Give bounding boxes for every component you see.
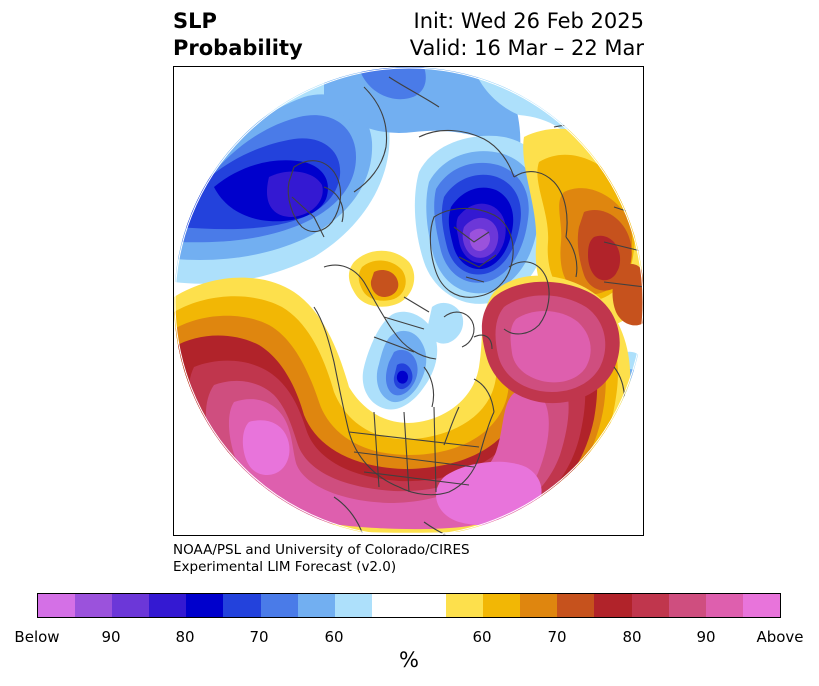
- credit-line-2: Experimental LIM Forecast (v2.0): [173, 559, 397, 575]
- map-disc-edge: [174, 67, 643, 535]
- colorbar-segment-above-0: [446, 594, 484, 617]
- tick-above-70: 70: [547, 628, 567, 646]
- map-frame: [173, 66, 644, 536]
- tick-above-90: 90: [696, 628, 716, 646]
- tick-above-60: 60: [472, 628, 492, 646]
- colorbar-segment-above-7: [705, 594, 743, 617]
- tick-below-70: 70: [249, 628, 269, 646]
- colorbar-segment-above-8: [742, 594, 780, 617]
- tick-above-80: 80: [622, 628, 642, 646]
- init-date: Init: Wed 26 Feb 2025: [413, 9, 644, 33]
- title-type: Probability: [173, 36, 303, 60]
- colorbar-segment-below-1: [75, 594, 113, 617]
- colorbar-segment-above-6: [668, 594, 706, 617]
- date-block: Init: Wed 26 Feb 2025 Valid: 16 Mar – 22…: [410, 8, 644, 62]
- tick-below-80: 80: [175, 628, 195, 646]
- blue-arctic-north-region: [324, 67, 590, 157]
- tick-below-60: 60: [324, 628, 344, 646]
- colorbar-segment-above-3: [557, 594, 595, 617]
- colorbar-segment-above-2: [520, 594, 558, 617]
- colorbar-segment-neutral: [371, 594, 447, 617]
- colorbar-segment-below-0: [38, 594, 76, 617]
- colorbar-segment-above-4: [594, 594, 632, 617]
- colorbar-segment-below-8: [334, 594, 372, 617]
- colorbar-segment-below-6: [260, 594, 298, 617]
- title-block: SLP Probability: [173, 8, 303, 62]
- tick-below-90: 90: [101, 628, 121, 646]
- credit-block: NOAA/PSL and University of Colorado/CIRE…: [173, 542, 470, 576]
- tick-below: Below: [14, 628, 60, 646]
- yellow-arctic-patch: [348, 250, 415, 307]
- colorbar-segment-above-1: [483, 594, 521, 617]
- credit-line-1: NOAA/PSL and University of Colorado/CIRE…: [173, 542, 470, 558]
- colorbar-segment-below-3: [149, 594, 187, 617]
- probability-colorbar: [37, 593, 781, 618]
- colorbar-segment-below-7: [297, 594, 335, 617]
- title-variable: SLP: [173, 9, 217, 33]
- polar-map: [174, 67, 643, 535]
- valid-range: Valid: 16 Mar – 22 Mar: [409, 36, 644, 60]
- colorbar-segment-above-5: [631, 594, 669, 617]
- colorbar-unit: %: [399, 648, 419, 672]
- magenta-atlantic-region: [481, 263, 643, 404]
- blue-canada-low-region: [362, 311, 438, 410]
- colorbar-segment-below-5: [223, 594, 261, 617]
- colorbar-segment-below-2: [112, 594, 150, 617]
- blue-west-pacific-region: [174, 72, 390, 284]
- colorbar-segment-below-4: [186, 594, 224, 617]
- tick-above: Above: [756, 628, 804, 646]
